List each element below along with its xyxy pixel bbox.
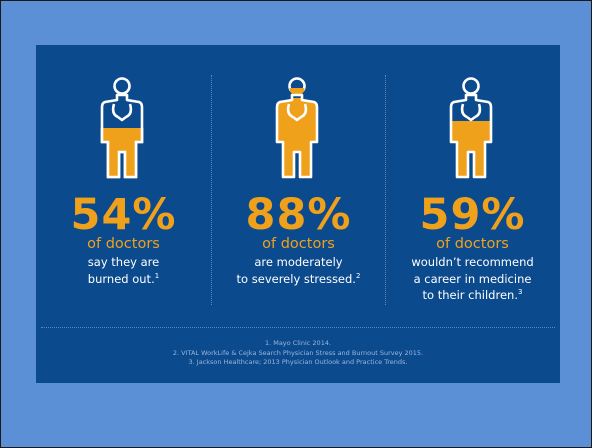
- stat-description-text: burned out.: [87, 271, 155, 286]
- stat-description: are moderately to severely stressed.2: [211, 254, 386, 287]
- stat-percentage: 88%: [245, 190, 352, 240]
- stat-column-stressed: 88% of doctors are moderately to severel…: [211, 45, 386, 310]
- stat-description-line: are moderately: [254, 255, 343, 269]
- stat-description-line: burned out.1: [36, 271, 211, 288]
- stat-column-burned-out: 54% of doctors say they are burned out.1: [36, 45, 211, 310]
- footnote: 3. Jackson Healthcare; 2013 Physician Ou…: [188, 358, 408, 366]
- stat-description: say they are burned out.1: [36, 254, 211, 287]
- column-divider: [385, 75, 386, 305]
- stat-percentage: 59%: [419, 190, 526, 240]
- stat-description-line: to their children.3: [385, 287, 560, 304]
- stat-column-not-recommend: 59% of doctors wouldn’t recommend a care…: [385, 45, 560, 310]
- doctor-icon: [100, 77, 144, 179]
- doctor-icon: [449, 77, 493, 179]
- stat-subject: of doctors: [262, 236, 335, 252]
- doctor-icon: [275, 77, 319, 179]
- stat-description-text: to their children.: [422, 288, 518, 302]
- stat-description-line: wouldn’t recommend: [411, 255, 534, 269]
- stat-subject: of doctors: [87, 236, 160, 252]
- infographic-panel: 54% of doctors say they are burned out.1: [36, 45, 560, 383]
- stat-description: wouldn’t recommend a career in medicine …: [385, 254, 560, 304]
- footnote: 1. Mayo Clinic 2014.: [264, 339, 332, 347]
- column-divider: [211, 75, 212, 305]
- stat-description-line: a career in medicine: [413, 271, 532, 286]
- stat-percentage: 54%: [70, 190, 177, 240]
- footnotes: 1. Mayo Clinic 2014. 2. VITAL WorkLife &…: [36, 339, 560, 368]
- stat-description-text: to severely stressed.: [236, 271, 356, 286]
- footnote-ref: 3: [517, 288, 523, 297]
- stat-subject: of doctors: [436, 236, 509, 252]
- footnote-divider: [41, 327, 555, 328]
- stat-description-line: say they are: [87, 255, 160, 269]
- footnote-ref: 1: [154, 271, 160, 280]
- footnote: 2. VITAL WorkLife & Cejka Search Physici…: [172, 348, 424, 357]
- footnote-ref: 2: [355, 271, 361, 280]
- stat-description-line: to severely stressed.2: [211, 271, 386, 288]
